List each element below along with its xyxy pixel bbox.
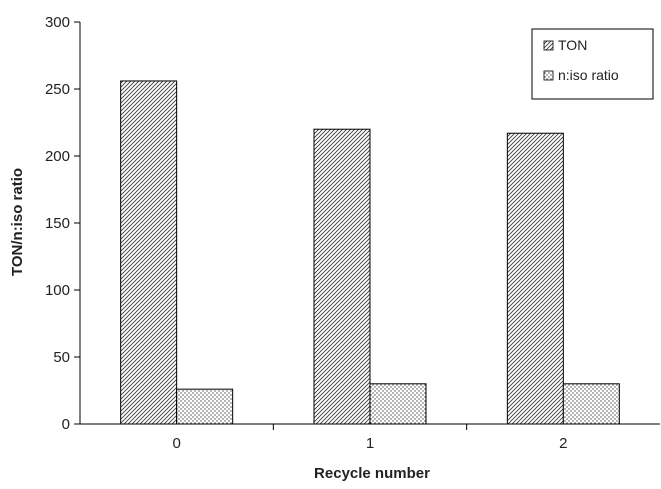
y-tick-label: 300 [45, 14, 70, 31]
x-tick-label: 1 [366, 435, 374, 452]
bar-n-iso-ratio [369, 383, 427, 425]
bar-ton [313, 128, 371, 425]
y-axis-label: TON/n:iso ratio [9, 168, 26, 276]
x-axis-label: Recycle number [314, 465, 430, 482]
bar-n-iso-ratio [176, 388, 234, 425]
y-tick-label: 250 [45, 81, 70, 98]
y-tick-label: 50 [53, 349, 70, 366]
legend-label: TON [558, 37, 587, 53]
legend-label: n:iso ratio [558, 67, 619, 83]
y-tick-label: 200 [45, 148, 70, 165]
bar-ton [506, 132, 564, 425]
bar-ton [120, 80, 178, 425]
x-tick-label: 0 [172, 435, 180, 452]
y-tick-label: 150 [45, 215, 70, 232]
y-tick-label: 100 [45, 282, 70, 299]
bar-n-iso-ratio [562, 383, 620, 425]
x-tick-label: 2 [559, 435, 567, 452]
legend-swatch-n-iso-ratio [543, 70, 554, 81]
legend-swatch-ton [543, 40, 554, 51]
y-tick-label: 0 [62, 416, 70, 433]
legend-box [531, 28, 654, 100]
